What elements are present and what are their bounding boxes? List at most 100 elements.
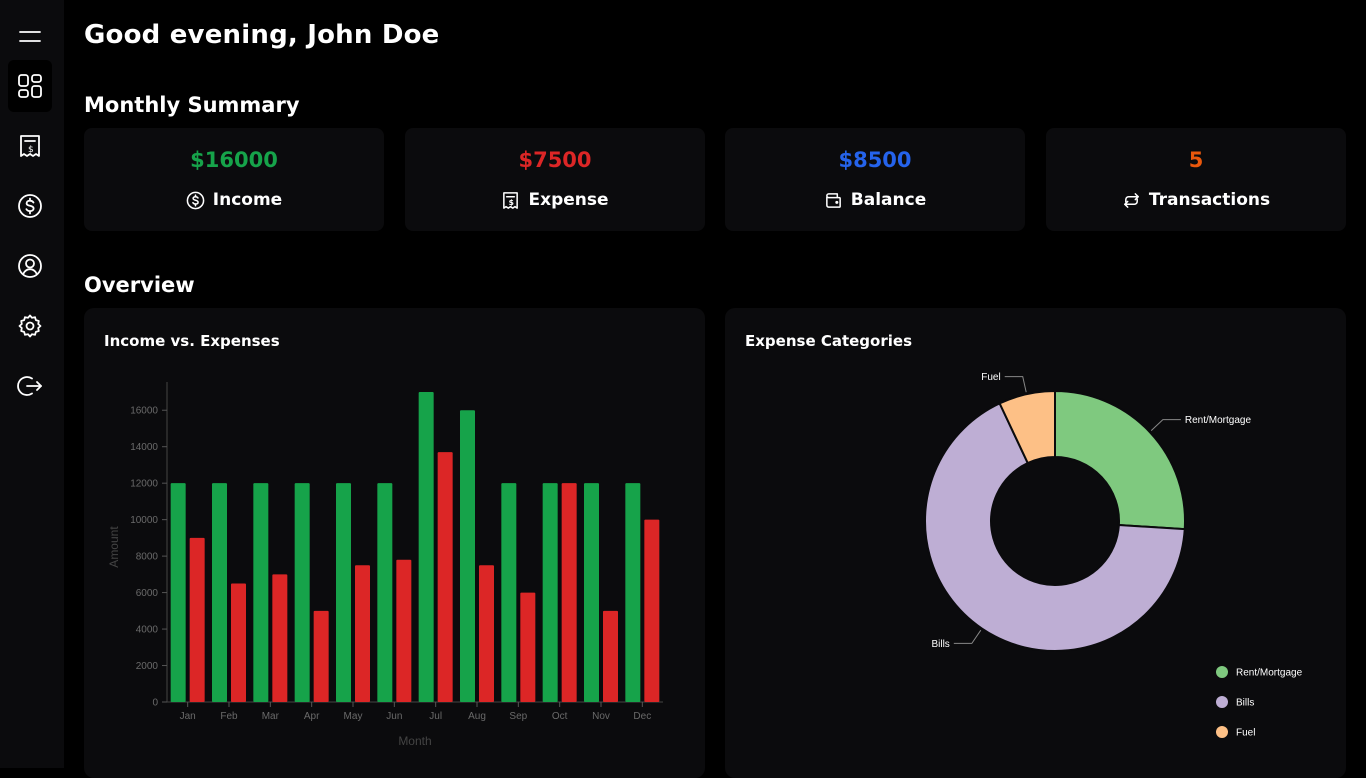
y-tick-label: 12000 [130, 479, 158, 490]
donut-slice-label: Fuel [981, 372, 1000, 383]
income-bar [336, 483, 351, 702]
donut-label-leader [953, 629, 982, 644]
settings-icon [18, 314, 42, 338]
expense-bar [520, 592, 536, 702]
income-bar [584, 483, 599, 702]
income-bar [460, 410, 475, 702]
nav-logout[interactable] [8, 360, 52, 412]
expense-value: $7500 [518, 148, 592, 172]
donut-slice [924, 402, 1186, 652]
nav-settings[interactable] [8, 300, 52, 352]
sidebar: $ [0, 0, 64, 768]
expense-categories-donut-chart: Rent/Mortgage Bills Fuel Rent/Mortgage Bills… [924, 372, 1303, 739]
y-tick-label: 16000 [130, 406, 158, 417]
user-icon [18, 254, 42, 278]
y-tick-label: 6000 [136, 588, 159, 599]
x-tick-label: Oct [552, 711, 568, 722]
legend-label: Bills [1236, 698, 1254, 709]
x-tick-label: Dec [633, 711, 651, 722]
expense-categories-panel: Expense Categories Rent/Mortgage Bills Fue… [725, 308, 1346, 778]
expense-bar [272, 574, 288, 702]
x-tick-label: Aug [468, 711, 486, 722]
income-bar [542, 483, 558, 702]
nav-transactions[interactable]: $ [8, 120, 52, 172]
y-tick-label: 2000 [136, 661, 159, 672]
menu-icon [19, 31, 41, 42]
expense-bar [355, 565, 370, 702]
bar-chart-title: Income vs. Expenses [104, 332, 280, 350]
transactions-card: 5 Transactions [1046, 128, 1346, 231]
expense-card: $7500 $ Expense [405, 128, 705, 231]
income-bar [501, 483, 517, 702]
income-bar [377, 483, 393, 702]
balance-value: $8500 [838, 148, 912, 172]
svg-text:$: $ [509, 197, 514, 206]
income-bar [294, 483, 310, 702]
x-tick-label: Nov [592, 711, 610, 722]
balance-label: Balance [850, 190, 927, 210]
summary-title: Monthly Summary [84, 93, 300, 117]
y-tick-label: 10000 [130, 515, 158, 526]
expense-bar [479, 565, 494, 702]
x-tick-label: Mar [262, 711, 280, 722]
y-tick-label: 4000 [136, 625, 159, 636]
income-bar [170, 483, 186, 702]
donut-slice-label: Rent/Mortgage [1185, 415, 1252, 426]
x-tick-label: Sep [509, 711, 527, 722]
x-tick-label: Jul [429, 711, 442, 722]
legend-label: Fuel [1236, 728, 1255, 739]
donut-slice [998, 389, 1056, 465]
greeting: Good evening, John Doe [84, 20, 440, 50]
transactions-value: 5 [1188, 148, 1204, 172]
transactions-label: Transactions [1148, 190, 1271, 210]
pie-chart-title: Expense Categories [745, 332, 912, 350]
x-tick-label: Jan [180, 711, 196, 722]
income-value: $16000 [190, 148, 278, 172]
logout-icon [17, 376, 42, 396]
donut-slice [1054, 389, 1186, 531]
wallet-icon [825, 192, 841, 208]
receipt-icon: $ [20, 135, 40, 157]
expense-bar [437, 452, 453, 702]
expense-bar [189, 537, 205, 702]
y-axis-title: Amount [107, 526, 121, 568]
x-axis-title: Month [398, 734, 431, 748]
overview-title: Overview [84, 273, 195, 297]
income-bar [212, 483, 227, 702]
dashboard-icon [18, 74, 42, 98]
income-expense-bar-chart: 0 2000 4000 6000 8000 10000 12000 14000 16000 Jan… [107, 382, 663, 748]
expense-bar [313, 610, 329, 702]
legend-label: Rent/Mortgage [1236, 668, 1303, 679]
x-tick-label: Feb [220, 711, 238, 722]
y-tick-label: 14000 [130, 442, 158, 453]
menu-button[interactable] [8, 10, 52, 62]
y-tick-label: 0 [152, 698, 158, 709]
nav-profile[interactable] [8, 240, 52, 292]
expense-bar [644, 519, 660, 702]
income-label: Income [212, 190, 283, 210]
main-content: Good evening, John Doe Monthly Summary $… [84, 0, 1346, 778]
svg-text:$: $ [28, 145, 34, 155]
expense-label: Expense [528, 190, 609, 210]
nav-finances[interactable] [8, 180, 52, 232]
y-tick-label: 8000 [136, 552, 159, 563]
x-tick-label: May [344, 711, 363, 722]
repeat-icon [1123, 192, 1139, 208]
income-bar [253, 483, 269, 702]
dollar-icon [18, 194, 42, 218]
donut-label-leader [1004, 376, 1027, 393]
expense-bar [231, 583, 246, 702]
receipt-icon: $ [503, 191, 519, 209]
income-card: $16000 Income [84, 128, 384, 231]
donut-slice-label: Bills [931, 639, 949, 650]
income-bar [418, 392, 434, 702]
legend-swatch [1216, 726, 1228, 738]
expense-bar [603, 610, 618, 702]
balance-card: $8500 Balance [725, 128, 1025, 231]
income-bar [625, 483, 641, 702]
nav-dashboard[interactable] [8, 60, 52, 112]
dollar-circle-icon [186, 191, 205, 209]
x-tick-label: Apr [304, 711, 320, 722]
income-expense-panel: Income vs. Expenses 0 2000 4000 6000 8000 100… [84, 308, 705, 778]
legend-swatch [1216, 696, 1228, 708]
